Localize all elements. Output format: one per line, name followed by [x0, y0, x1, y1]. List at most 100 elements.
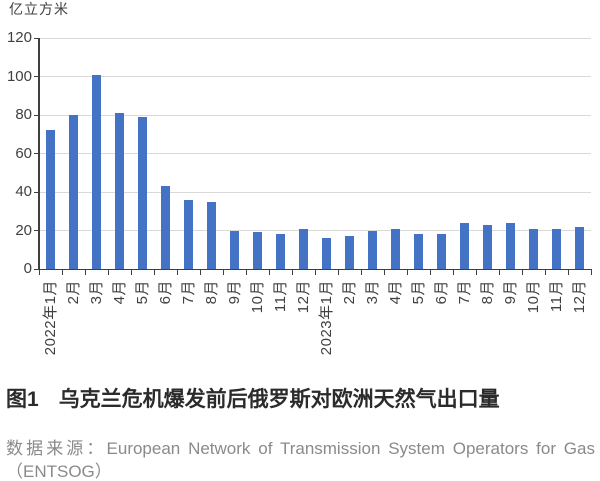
x-axis-tick-label-text: 7月 [179, 280, 197, 305]
x-tick [107, 270, 109, 275]
gridline [39, 114, 591, 116]
x-axis-tick-label-text: 10月 [248, 280, 266, 314]
y-tick [34, 230, 39, 232]
bar [69, 115, 78, 269]
x-axis-tick-label-text: 8月 [202, 280, 220, 305]
figure-caption: 图1 乌克兰危机爆发前后俄罗斯对欧洲天然气出口量 [6, 383, 596, 413]
bar [115, 113, 124, 269]
y-tick [34, 37, 39, 39]
x-axis-tick-label-text: 11月 [547, 280, 565, 313]
bar [414, 234, 423, 269]
x-axis-tick-label-text: 5月 [409, 280, 427, 305]
x-tick [291, 270, 293, 275]
x-tick [406, 270, 408, 275]
bar [253, 232, 262, 269]
gridline [39, 230, 591, 231]
x-axis-tick-label-text: 4月 [110, 280, 128, 305]
bar [437, 234, 446, 269]
x-axis-tick-label-text: 3月 [87, 280, 105, 305]
x-axis-tick-label-text: 4月 [386, 280, 404, 305]
y-axis-tick-label: 60 [15, 144, 32, 162]
data-source-note: 数据来源：European Network of Transmission Sy… [6, 439, 595, 481]
bar [46, 130, 55, 269]
bar [92, 74, 101, 269]
y-axis-tick-label: 80 [15, 106, 32, 123]
x-tick [245, 270, 247, 275]
gridline [39, 76, 591, 77]
y-tick [34, 153, 39, 155]
bar [552, 228, 561, 269]
x-axis-tick-label-text: 3月 [363, 280, 381, 305]
x-tick [61, 270, 63, 275]
x-axis-tick-label-text: 12月 [294, 280, 312, 314]
bar [322, 238, 331, 269]
bar [391, 228, 400, 269]
bar [299, 228, 308, 269]
x-tick [498, 270, 500, 275]
x-tick [383, 270, 385, 275]
bar [368, 230, 377, 269]
bar [460, 222, 469, 269]
x-tick [452, 270, 454, 275]
x-axis-tick-label-text: 6月 [432, 280, 450, 305]
x-axis-line [38, 268, 592, 270]
gridline [39, 37, 591, 39]
bar [345, 236, 354, 269]
gridline [39, 191, 591, 193]
x-tick [38, 270, 40, 275]
y-axis-tick-label: 20 [15, 221, 32, 239]
x-tick [153, 270, 155, 275]
bar [483, 224, 492, 269]
y-axis-tick-label: 120 [6, 29, 32, 46]
x-axis-tick-label-text: 2月 [64, 280, 82, 305]
x-tick [84, 270, 86, 275]
x-tick [130, 270, 132, 275]
x-tick [521, 270, 523, 275]
figure-title: 乌克兰危机爆发前后俄罗斯对欧洲天然气出口量 [58, 388, 500, 411]
x-tick [314, 270, 316, 275]
x-axis-tick-label-text: 10月 [524, 280, 542, 314]
y-axis-line [38, 37, 40, 270]
bar [575, 226, 584, 269]
bar [529, 228, 538, 269]
x-axis-tick-label-text: 8月 [478, 280, 496, 305]
chart: 亿立方米 0 20 40 60 80 100 120 2022年1月 2月 3月 4月 5月 6月 7月 8… [6, 1, 592, 356]
bar [207, 201, 216, 269]
y-axis-unit-label: 亿立方米 [9, 1, 69, 17]
x-tick [567, 270, 569, 275]
y-tick [34, 268, 39, 270]
gridline [39, 153, 591, 154]
x-axis-tick-label-text: 9月 [501, 280, 519, 305]
y-axis-tick-label: 100 [6, 67, 32, 85]
x-tick [268, 270, 270, 275]
x-tick [590, 270, 592, 275]
x-tick [176, 270, 178, 275]
y-tick [34, 76, 39, 78]
y-axis-tick-label: 40 [15, 183, 32, 200]
x-tick [222, 270, 224, 275]
bar [161, 186, 170, 269]
bar [230, 230, 239, 269]
x-tick [475, 270, 477, 275]
x-tick [360, 270, 362, 275]
bar [276, 234, 285, 269]
x-tick [337, 270, 339, 275]
figure-number: 图1 [6, 388, 39, 411]
x-axis-tick-label-text: 11月 [271, 280, 289, 313]
x-axis-tick-label-text: 2月 [340, 280, 358, 305]
bar [506, 222, 515, 269]
y-tick [34, 191, 39, 193]
bar [184, 199, 193, 269]
x-axis-tick-label-text: 9月 [225, 280, 243, 305]
x-axis-tick-label-text: 2022年1月 [41, 280, 59, 356]
x-tick [199, 270, 201, 275]
x-axis-tick-label-text: 12月 [570, 280, 588, 314]
x-axis-tick-label-text: 2023年1月 [317, 280, 335, 356]
x-tick [544, 270, 546, 275]
bar [138, 116, 147, 269]
y-axis-tick-label: 0 [23, 260, 32, 277]
y-tick [34, 114, 39, 116]
x-axis-tick-label-text: 7月 [455, 280, 473, 305]
x-axis-tick-label-text: 5月 [133, 280, 151, 305]
